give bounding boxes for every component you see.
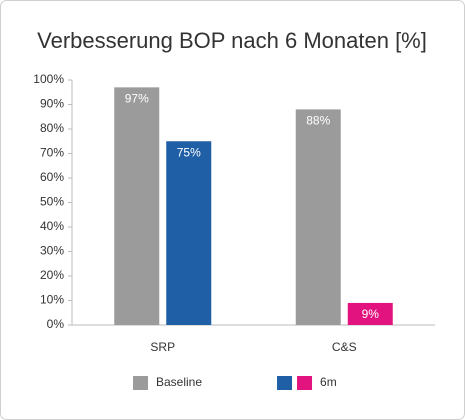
bar: [295, 109, 341, 326]
value-label: 75%: [177, 145, 201, 159]
legend-swatch: [133, 376, 148, 390]
value-label: 97%: [125, 92, 149, 106]
y-tick-label: 10%: [40, 293, 64, 307]
value-label: 9%: [362, 307, 380, 321]
y-tick-label: 0%: [47, 317, 65, 331]
y-tick-label: 80%: [40, 121, 64, 135]
legend-swatch: [277, 376, 293, 390]
x-tick-label: C&S: [332, 340, 357, 354]
y-tick-label: 100%: [33, 72, 64, 86]
legend-label: Baseline: [156, 375, 202, 389]
y-tick-label: 90%: [40, 97, 64, 111]
y-tick-label: 60%: [40, 170, 64, 184]
x-tick-label: SRP: [150, 340, 175, 354]
y-tick-label: 40%: [40, 219, 64, 233]
bar: [347, 302, 393, 325]
legend-swatch: [297, 376, 313, 390]
y-tick-label: 30%: [40, 244, 64, 258]
bar: [166, 141, 212, 325]
value-label: 88%: [306, 114, 330, 128]
bar: [114, 87, 160, 325]
y-tick-label: 70%: [40, 146, 64, 160]
y-tick-label: 20%: [40, 268, 64, 282]
y-tick-label: 50%: [40, 195, 64, 209]
chart-title: Verbesserung BOP nach 6 Monaten [%]: [37, 28, 427, 53]
legend-label: 6m: [320, 375, 337, 389]
